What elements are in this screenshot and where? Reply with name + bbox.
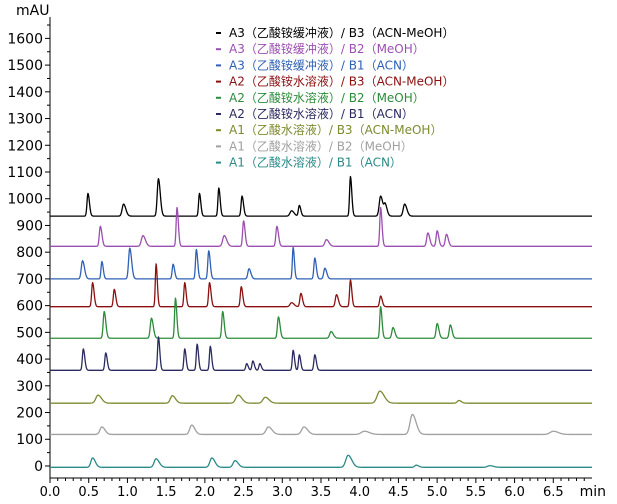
y-tick-label: 200 xyxy=(16,406,43,422)
x-tick-label: 1.5 xyxy=(156,485,177,500)
series-trace-1 xyxy=(49,175,593,217)
y-tick-label: 400 xyxy=(16,352,43,368)
y-tick-label: 900 xyxy=(16,218,43,234)
y-tick-label: 500 xyxy=(16,325,43,341)
x-tick-label: 2.0 xyxy=(195,485,216,500)
legend-label-8: A1（乙酸水溶液）/ B2（MeOH） xyxy=(229,138,413,153)
x-tick-label: 6.5 xyxy=(543,485,564,500)
series-trace-3 xyxy=(49,246,593,280)
legend-label-5: A2（乙酸铵水溶液）/ B2（MeOH） xyxy=(229,90,425,105)
x-tick-label: 5.5 xyxy=(466,485,487,500)
axes: 0 100 200 300 400 500 600 700 800 900 1000 1100 1200… xyxy=(7,3,606,500)
y-tick-label: 700 xyxy=(16,272,43,288)
legend-label-1: A3（乙酸铵缓冲液）/ B3（ACN-MeOH） xyxy=(229,25,454,40)
legend-label-4: A2（乙酸铵水溶液）/ B3（ACN-MeOH） xyxy=(229,74,454,89)
y-tick-label: 1300 xyxy=(7,112,43,128)
y-tick-label: 0 xyxy=(34,459,43,475)
series-trace-2 xyxy=(49,206,593,247)
series-trace-4 xyxy=(49,263,593,308)
y-tick-label: 1000 xyxy=(7,192,43,208)
y-tick-label: 300 xyxy=(16,379,43,395)
y-tick-label: 1600 xyxy=(7,31,43,47)
x-tick-label: 4.0 xyxy=(349,485,370,500)
y-tick-label: 100 xyxy=(16,432,43,448)
legend-label-9: A1（乙酸水溶液）/ B1（ACN） xyxy=(229,155,402,170)
y-tick-label: 1100 xyxy=(7,165,43,181)
y-tick-label: 1500 xyxy=(7,58,43,74)
y-tick-label: 1200 xyxy=(7,138,43,154)
x-tick-label: 0.0 xyxy=(40,485,61,500)
legend: A3（乙酸铵缓冲液）/ B3（ACN-MeOH）A3（乙酸铵缓冲液）/ B2（M… xyxy=(216,25,454,170)
y-tick-label: 1400 xyxy=(7,85,43,101)
y-tick-label: 800 xyxy=(16,245,43,261)
x-tick-label: 2.5 xyxy=(233,485,254,500)
x-tick-label: 6.0 xyxy=(504,485,525,500)
legend-label-3: A3（乙酸铵缓冲液）/ B1（ACN） xyxy=(229,57,414,72)
series-trace-7 xyxy=(49,390,593,404)
x-tick-label: 3.5 xyxy=(311,485,332,500)
y-axis-label: mAU xyxy=(16,3,49,19)
legend-label-6: A2（乙酸铵水溶液）/ B1（ACN） xyxy=(229,106,414,121)
series-trace-5 xyxy=(49,297,593,339)
y-tick-label: 600 xyxy=(16,299,43,315)
legend-label-7: A1（乙酸水溶液）/ B3（ACN-MeOH） xyxy=(229,122,442,137)
series-trace-8 xyxy=(49,413,593,436)
legend-label-2: A3（乙酸铵缓冲液）/ B2（MeOH） xyxy=(229,41,425,56)
x-axis-label: min xyxy=(580,484,606,500)
x-tick-label: 4.5 xyxy=(388,485,409,500)
x-tick-label: 3.0 xyxy=(272,485,293,500)
series-traces xyxy=(49,175,593,468)
x-tick-label: 1.0 xyxy=(117,485,138,500)
x-tick-label: 0.5 xyxy=(78,485,99,500)
x-tick-label: 5.0 xyxy=(427,485,448,500)
series-trace-9 xyxy=(49,454,593,468)
series-trace-6 xyxy=(49,336,593,371)
